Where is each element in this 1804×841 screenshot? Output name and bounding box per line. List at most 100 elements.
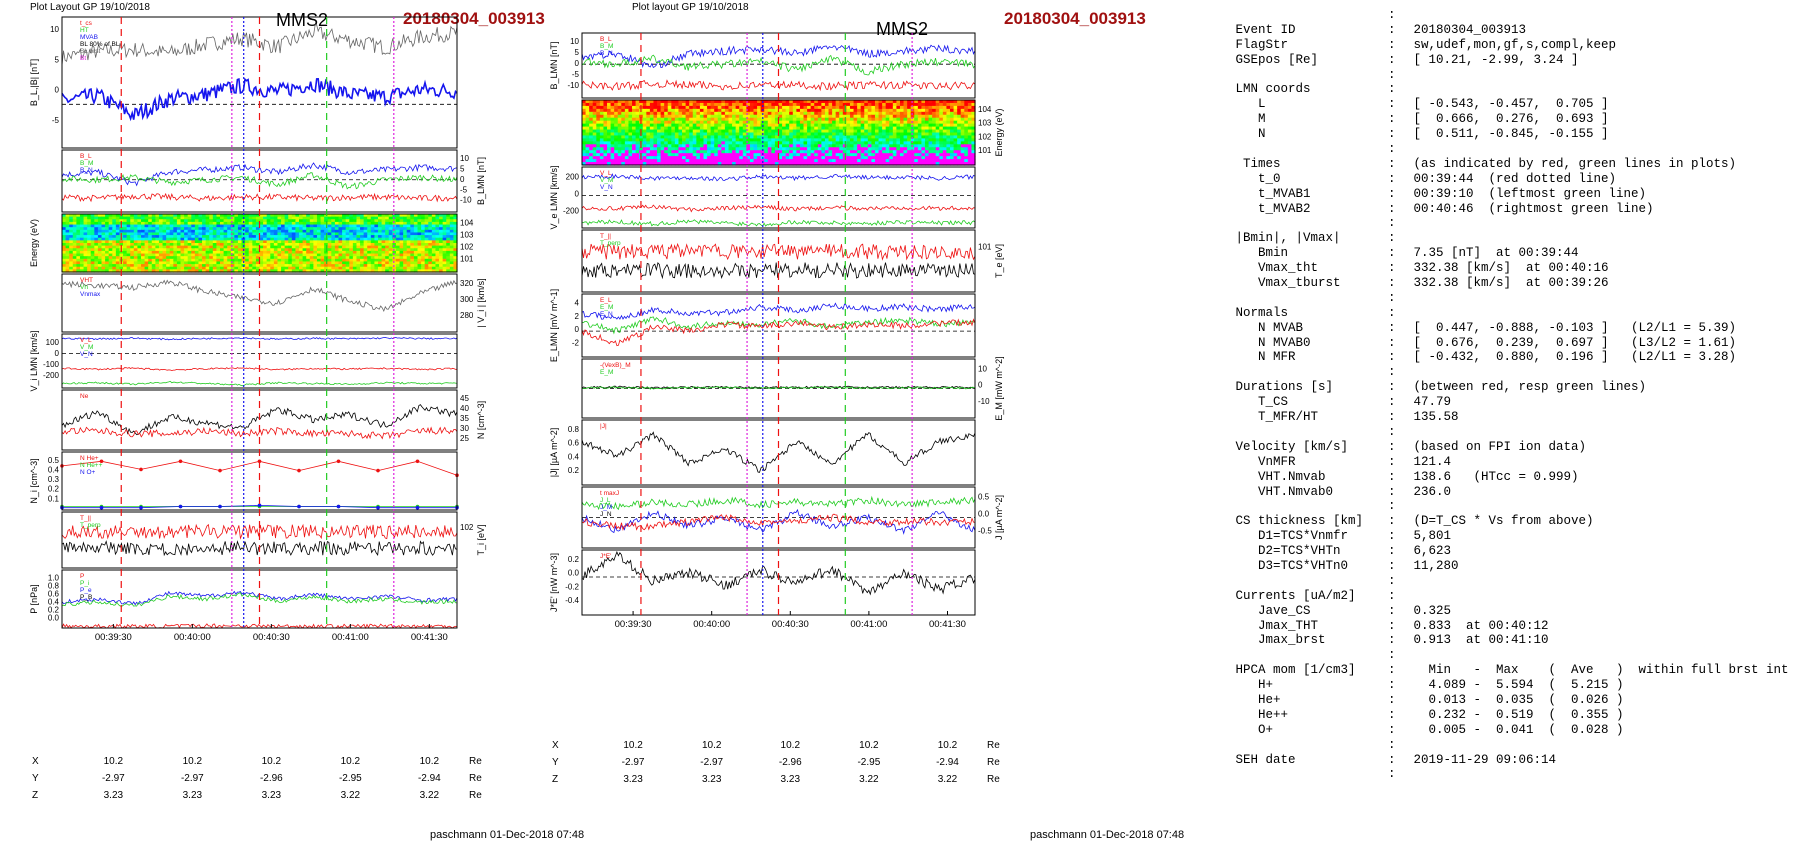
info-value: [ -0.543, -0.457, 0.705 ] (1406, 97, 1609, 112)
info-row: GSEpos [Re]: [ 10.21, -2.99, 3.24 ] (1228, 53, 1788, 68)
left-legend-7: N He++ (80, 462, 103, 469)
info-value (1406, 574, 1414, 588)
position-value: -2.97 (621, 757, 645, 768)
left-ytick-5: 0 (55, 349, 60, 358)
right-ytick-7: 0.4 (568, 452, 580, 461)
position-value: -2.96 (259, 773, 283, 784)
left-ylabel-7: N_i [cm^-3] (29, 458, 39, 503)
left-ytick-6: 30 (460, 424, 469, 433)
info-key: He++ (1228, 707, 1289, 722)
info-value: 236.0 (1406, 484, 1452, 499)
info-value (1406, 425, 1414, 439)
info-colon: : (1388, 439, 1396, 454)
info-colon: : (1388, 544, 1396, 559)
info-value: [ 0.676, 0.239, 0.697 ] (L3/L2 = 1.61) (1406, 335, 1737, 350)
info-colon: : (1388, 67, 1396, 82)
info-value: 135.58 (1406, 410, 1459, 425)
info-key: Bmin (1228, 246, 1289, 261)
right-ytick-9: 0.2 (568, 555, 580, 564)
left-legend-4: Vnmax (80, 291, 101, 298)
info-colon: : (1388, 618, 1396, 633)
info-colon: : (1388, 201, 1396, 216)
left-point-NHe (139, 467, 143, 472)
right-ylabel-1: B_LMN [nT] (549, 41, 559, 89)
left-event-id: 20180304_003913 (403, 9, 545, 28)
info-row: : (1228, 738, 1788, 753)
info-key: N MFR (1228, 350, 1296, 365)
info-colon: : (1388, 216, 1396, 231)
info-row: : (1228, 291, 1788, 306)
position-unit: Re (987, 774, 1000, 785)
right-ytick-9: -0.4 (565, 596, 579, 605)
right-frame-9 (581, 549, 976, 616)
info-colon: : (1388, 8, 1396, 22)
info-colon: : (1388, 335, 1396, 350)
position-value: -2.97 (180, 773, 204, 784)
info-colon: : (1388, 558, 1396, 573)
info-row: : (1228, 68, 1788, 83)
info-value: 332.38 [km/s] at 00:39:26 (1406, 276, 1609, 291)
right-panel-2: 104 103 102 101 Energy (eV) (581, 99, 1004, 166)
info-row: N MFR: [ -0.432, 0.880, 0.196 ] (L2/L1 =… (1228, 350, 1788, 365)
info-value: 00:40:46 (rightmost green line) (1406, 201, 1654, 216)
right-ytick-7: 0.2 (568, 466, 580, 475)
position-value: 10.2 (103, 756, 124, 767)
info-colon: : (1388, 573, 1396, 588)
left-ytick-3: 104 (460, 218, 474, 227)
info-row: : (1228, 142, 1788, 157)
right-ytick-1: -10 (567, 81, 579, 90)
left-ytick-1: -5 (52, 116, 60, 125)
position-value: 3.23 (103, 790, 124, 801)
right-legend-4: T_perp (600, 240, 621, 247)
info-value (1406, 216, 1414, 230)
info-colon: : (1388, 678, 1396, 693)
position-value: -2.97 (101, 773, 125, 784)
left-legend-7: N He+ (80, 455, 99, 462)
left-ytick-8: 102 (460, 523, 474, 532)
right-position-table: X 10.2 10.2 10.2 10.2 10.2 Re Y -2.97 -2.97 -2.96 -… (0, 740, 1220, 800)
info-value: Min - Max ( Ave ) within full brst int (1406, 663, 1789, 678)
info-row: : (1228, 499, 1788, 514)
info-key (1228, 291, 1388, 306)
info-colon: : (1388, 424, 1396, 439)
info-value (1406, 499, 1414, 513)
left-ytick-1: 5 (55, 55, 60, 64)
right-legend-8: J_L (600, 497, 611, 504)
left-ylabel-5: V_i LMN [km/s] (29, 330, 39, 391)
info-row: He+: 0.013 - 0.035 ( 0.026 ) (1228, 693, 1788, 708)
info-key: N (1228, 127, 1266, 142)
left-ytick-3: 102 (460, 242, 474, 251)
info-key: CS thickness [km] (1228, 514, 1364, 529)
left-series-2-BL (61, 162, 458, 187)
info-key: Normals (1228, 305, 1289, 320)
right-panel-6: 10 0 -10 E_M [mW m^-2] -(VexB)_ME_M (581, 356, 1004, 421)
left-legend-9: P_i (80, 580, 89, 587)
info-row: : (1228, 767, 1788, 782)
position-value: -2.97 (700, 757, 724, 768)
info-key: Currents [uA/m2] (1228, 588, 1356, 603)
left-panel-5: 100 0 -100 -200 V_i LMN [km/s] V_LV_MV_N (29, 330, 458, 392)
left-point-NHe (336, 459, 341, 464)
left-series-2-BM (61, 172, 458, 190)
left-legend-4: VHT (80, 277, 93, 284)
left-legend-1: HT (80, 27, 89, 34)
right-legend-3: V_N (600, 184, 613, 191)
info-colon: : (1388, 484, 1396, 499)
left-point-NHe (415, 459, 420, 464)
info-row: D3=TCS*VHTn0: 11,280 (1228, 559, 1788, 574)
info-value: 7.35 [nT] at 00:39:44 (1406, 246, 1579, 261)
info-row: Bmin: 7.35 [nT] at 00:39:44 (1228, 246, 1788, 261)
info-key: Velocity [km/s] (1228, 439, 1349, 454)
info-colon: : (1388, 350, 1396, 365)
left-series-4-Vi (61, 279, 458, 313)
position-value: 3.22 (859, 774, 879, 785)
right-ytick-5: -2 (572, 338, 580, 347)
left-ylabel-4: | V_i | [km/s] (476, 278, 486, 327)
info-key: Durations [s] (1228, 380, 1334, 395)
info-value (1406, 738, 1414, 752)
left-point-NO (99, 505, 104, 510)
left-series-8-T (61, 523, 458, 540)
info-value (1406, 142, 1414, 156)
info-colon: : (1388, 588, 1396, 603)
